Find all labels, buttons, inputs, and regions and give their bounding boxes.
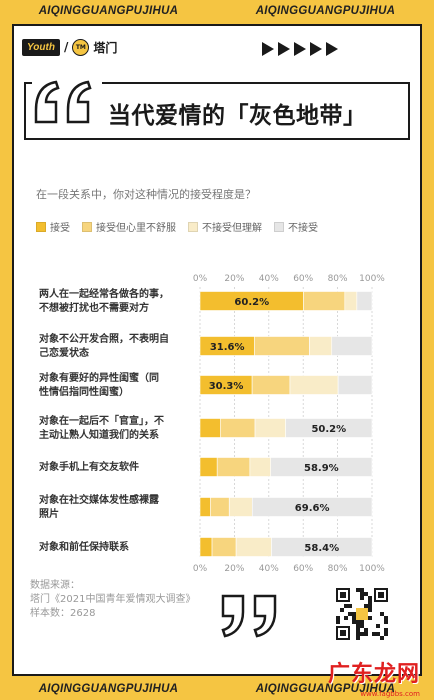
- category-label: 己恋爱状态: [39, 346, 89, 359]
- data-label: 58.9%: [304, 463, 339, 474]
- legend-swatch: [36, 221, 46, 232]
- bar-segment: [344, 291, 358, 311]
- bar-segment: [309, 336, 333, 356]
- x-tick-label-top: 60%: [293, 274, 313, 284]
- bar-segment: [220, 418, 256, 438]
- bar-segment: [211, 537, 237, 557]
- bar-segment: [235, 537, 272, 557]
- data-label: 58.4%: [304, 543, 339, 554]
- arrows-decoration-icon: [262, 42, 338, 56]
- source-sample: 样本数：2628: [30, 608, 96, 619]
- legend-item: 不接受: [274, 219, 318, 234]
- bottom-banner: AIQINGGUANGPUJIHUA AIQINGGUANGPUJIHUA: [0, 678, 434, 700]
- data-label: 50.2%: [311, 424, 346, 435]
- category-label: 不想被打扰也不需要对方: [39, 301, 149, 314]
- category-label: 对象手机上有交友软件: [39, 460, 139, 473]
- banner-text: AIQINGGUANGPUJIHUA: [255, 5, 396, 17]
- bar-segment: [285, 418, 373, 438]
- infographic-card: Youth / TM 塔门 当代爱情的「灰色地带」 在一段关系中，你对这种情况的…: [12, 24, 422, 676]
- data-label: 69.6%: [295, 503, 330, 514]
- stacked-bar-chart: 0% 0% 20% 20% 40% 40% 60% 60% 80% 80% 100% 100% 两人在一…: [38, 274, 385, 574]
- chart-legend: 接受 接受但心里不舒服 不接受但理解 不接受: [36, 219, 318, 234]
- watermark-url: www.fagbbs.com: [360, 690, 420, 698]
- bar-segment: [216, 457, 251, 477]
- legend-item: 不接受但理解: [188, 219, 262, 234]
- x-tick-label-top: 20%: [224, 274, 244, 284]
- data-label: 60.2%: [234, 297, 269, 308]
- data-label: 30.3%: [209, 381, 244, 392]
- legend-swatch: [82, 221, 92, 232]
- legend-swatch: [274, 221, 284, 232]
- legend-item: 接受但心里不舒服: [82, 219, 176, 234]
- bar-segment: [254, 336, 310, 356]
- tamen-badge: TM: [72, 38, 90, 56]
- survey-question: 在一段关系中，你对这种情况的接受程度是？: [36, 188, 256, 201]
- bar-segment: [337, 375, 373, 395]
- youth-logo: Youth: [22, 38, 60, 56]
- x-tick-label-bottom: 80%: [328, 564, 348, 574]
- bar-segment: [270, 457, 373, 477]
- category-label: 对象有要好的异性闺蜜（同: [39, 371, 159, 384]
- title-box: 当代爱情的「灰色地带」: [24, 80, 410, 140]
- source-survey: 塔门《2021中国青年爱情观大调查》: [30, 594, 196, 605]
- page-title: 当代爱情的「灰色地带」: [108, 103, 367, 129]
- bar-segment: [228, 497, 253, 517]
- category-label: 照片: [39, 507, 59, 520]
- bar-segment: [356, 291, 373, 311]
- bar-segment: [271, 537, 373, 557]
- category-label: 对象在一起后不「官宣」，不: [39, 414, 164, 427]
- top-banner: AIQINGGUANGPUJIHUA AIQINGGUANGPUJIHUA: [0, 0, 434, 22]
- bar-segment: [254, 418, 286, 438]
- x-tick-label-top: 40%: [259, 274, 279, 284]
- x-tick-label-top: 0%: [193, 274, 208, 284]
- category-label: 两人在一起经常各做各的事，: [39, 287, 169, 300]
- open-quote-icon: [32, 80, 102, 126]
- bar-segment: [249, 457, 271, 477]
- category-label: 主动让熟人知道我们的关系: [39, 428, 159, 441]
- x-tick-label-top: 80%: [328, 274, 348, 284]
- bar-segment: [199, 497, 211, 517]
- legend-label: 不接受: [288, 223, 318, 234]
- x-tick-label-bottom: 20%: [224, 564, 244, 574]
- x-tick-label-bottom: 60%: [293, 564, 313, 574]
- bar-segment: [199, 457, 218, 477]
- bar-segment: [210, 497, 230, 517]
- logo-divider: /: [63, 40, 69, 54]
- banner-text: AIQINGGUANGPUJIHUA: [38, 683, 179, 695]
- watermark-text: 广东龙网: [327, 661, 420, 687]
- banner-text: AIQINGGUANGPUJIHUA: [255, 683, 396, 695]
- data-label: 31.6%: [210, 342, 245, 353]
- x-tick-label-bottom: 40%: [259, 564, 279, 574]
- bar-segment: [289, 375, 339, 395]
- legend-label: 不接受但理解: [202, 223, 262, 234]
- brand-name: 塔门: [93, 40, 118, 55]
- x-tick-label-top: 100%: [359, 274, 385, 284]
- brand-logo: Youth / TM 塔门: [22, 36, 117, 58]
- category-label: 对象不公开发合照，不表明自: [39, 332, 169, 345]
- legend-label: 接受但心里不舒服: [96, 223, 176, 234]
- legend-label: 接受: [50, 223, 70, 234]
- banner-text: AIQINGGUANGPUJIHUA: [38, 5, 179, 17]
- legend-swatch: [188, 221, 198, 232]
- category-label: 性情侣指同性闺蜜）: [38, 385, 129, 398]
- legend-item: 接受: [36, 219, 70, 234]
- bar-segment: [303, 291, 346, 311]
- bar-segment: [199, 537, 213, 557]
- close-quote-icon: [221, 594, 277, 638]
- bar-segment: [331, 336, 373, 356]
- bar-segment: [251, 375, 291, 395]
- bar-segment: [199, 418, 221, 438]
- data-source: 数据来源： 塔门《2021中国青年爱情观大调查》 样本数：2628: [30, 579, 195, 621]
- x-tick-label-bottom: 100%: [359, 564, 385, 574]
- bar-segment: [251, 497, 373, 517]
- category-label: 对象在社交媒体发性感裸露: [39, 493, 160, 506]
- qr-code-icon[interactable]: [336, 588, 388, 640]
- x-tick-label-bottom: 0%: [193, 564, 208, 574]
- source-heading: 数据来源：: [30, 580, 80, 591]
- category-label: 对象和前任保持联系: [39, 540, 129, 553]
